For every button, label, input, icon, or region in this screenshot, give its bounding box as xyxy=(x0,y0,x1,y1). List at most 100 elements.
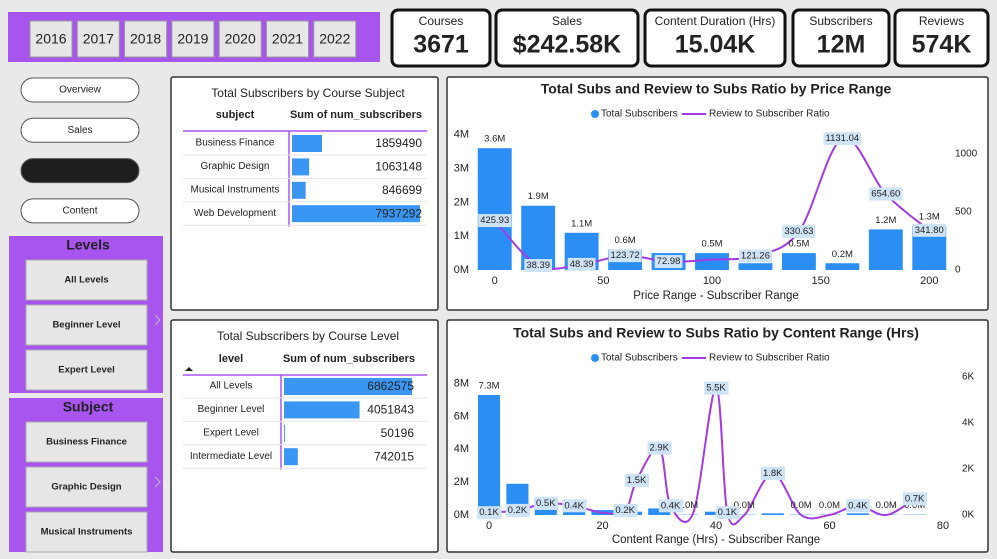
nav-button[interactable] xyxy=(20,77,140,103)
chevron xyxy=(154,476,161,488)
data-label: 48.39 xyxy=(570,259,594,270)
label-background xyxy=(654,255,683,269)
kpi-label: Reviews xyxy=(919,14,964,28)
column-header: Sum of num_subscribers xyxy=(283,353,415,365)
column-header: level xyxy=(219,353,243,365)
label-background xyxy=(647,441,672,455)
kpi-label: Subscribers xyxy=(809,14,872,28)
label-background xyxy=(658,499,684,513)
year-label: 2018 xyxy=(130,31,161,47)
data-label: 5.5K xyxy=(706,383,726,394)
year-button[interactable] xyxy=(313,20,357,58)
data-label: 0.1K xyxy=(479,507,499,518)
nav-label: Sales xyxy=(67,125,92,136)
year-label: 2021 xyxy=(272,31,303,47)
row-value: 1063148 xyxy=(375,160,422,174)
y2-tick-label: 2K xyxy=(962,464,975,475)
data-label: 1.2M xyxy=(875,215,896,226)
x-tick-label: 0 xyxy=(486,520,492,532)
data-label: 1.8K xyxy=(763,468,783,479)
row-value: 50196 xyxy=(381,426,415,440)
label-background xyxy=(738,249,772,263)
levels-button[interactable] xyxy=(25,304,148,346)
kpi-label: Content Duration (Hrs) xyxy=(655,14,776,28)
subject-button[interactable] xyxy=(25,511,148,553)
row-label: Business Finance xyxy=(196,138,275,149)
x-tick-label: 40 xyxy=(710,520,722,532)
year-button[interactable] xyxy=(218,20,262,58)
y-tick-label: 3M xyxy=(454,162,469,174)
levels-button[interactable] xyxy=(25,349,148,391)
year-button[interactable] xyxy=(124,20,168,58)
nav-label: Overview xyxy=(59,85,101,96)
subject-item: Business Finance xyxy=(46,437,127,448)
kpi-value: 3671 xyxy=(413,31,469,59)
row-value: 742015 xyxy=(374,449,414,463)
nav-button[interactable] xyxy=(20,198,140,224)
nav-button[interactable] xyxy=(20,117,140,143)
nav-button[interactable] xyxy=(20,158,140,184)
data-bar xyxy=(292,135,322,152)
label-background xyxy=(624,473,649,487)
data-label: 38.39 xyxy=(526,260,550,271)
year-label: 2020 xyxy=(225,31,256,47)
x-tick-label: 50 xyxy=(597,275,609,287)
label-background xyxy=(478,214,512,228)
data-label: 72.98 xyxy=(657,256,681,267)
data-label: 1.5K xyxy=(627,475,647,486)
data-label: 0.2K xyxy=(615,505,635,516)
label-background xyxy=(533,496,559,510)
label-background xyxy=(562,499,587,513)
y-tick-label: 6M xyxy=(454,410,469,422)
subject-button[interactable] xyxy=(25,466,148,508)
data-label: 2.9K xyxy=(649,443,669,454)
subject-button[interactable] xyxy=(25,421,148,463)
kpi-value: $242.58K xyxy=(513,31,621,59)
year-button[interactable] xyxy=(76,20,120,58)
row-value: 6862575 xyxy=(367,379,414,393)
bar xyxy=(695,253,729,270)
bar xyxy=(825,263,860,270)
year-button[interactable] xyxy=(171,20,215,58)
data-label: 121.26 xyxy=(741,250,770,261)
year-label: 2016 xyxy=(35,31,66,47)
data-label: 0.0M xyxy=(734,500,755,511)
kpi-value: 15.04K xyxy=(675,31,756,59)
y-tick-label: 4M xyxy=(454,129,469,141)
y-tick-label: 0M xyxy=(454,264,469,276)
levels-button[interactable] xyxy=(25,259,148,301)
data-label: 341.80 xyxy=(915,225,944,236)
row-label: Expert Level xyxy=(203,427,259,438)
row-label: Musical Instruments xyxy=(191,184,280,195)
row-value: 4051843 xyxy=(367,403,414,417)
data-label: 0.0M xyxy=(791,500,812,511)
legend-label: Review to Subscriber Ratio xyxy=(709,353,830,364)
label-background xyxy=(613,503,638,517)
chart-title: Total Subs and Review to Subs Ratio by C… xyxy=(513,325,919,341)
data-label: 0.2M xyxy=(832,249,853,260)
data-label: 0.1K xyxy=(718,507,738,518)
chevron xyxy=(154,314,161,326)
year-button[interactable] xyxy=(29,20,73,58)
data-label: 0.5K xyxy=(536,498,556,509)
row-label: Web Development xyxy=(194,208,276,219)
label-background xyxy=(912,223,946,237)
row-label: Intermediate Level xyxy=(190,451,272,462)
x-tick-label: 0 xyxy=(492,275,498,287)
data-label: 0.7K xyxy=(905,493,925,504)
data-bar xyxy=(292,181,306,199)
data-label: 0.4K xyxy=(848,500,868,511)
data-label: 0.5M xyxy=(701,239,722,250)
label-background xyxy=(704,381,729,395)
bar xyxy=(477,395,501,515)
bar xyxy=(781,253,816,270)
kpi-card xyxy=(791,8,891,68)
data-label: 330.63 xyxy=(784,226,813,237)
year-button[interactable] xyxy=(266,20,309,58)
kpi-card xyxy=(643,8,787,68)
data-label: 1.3M xyxy=(919,212,940,223)
bar xyxy=(868,229,903,270)
data-label: 0.2K xyxy=(508,505,528,516)
data-label: 654.60 xyxy=(871,189,900,200)
